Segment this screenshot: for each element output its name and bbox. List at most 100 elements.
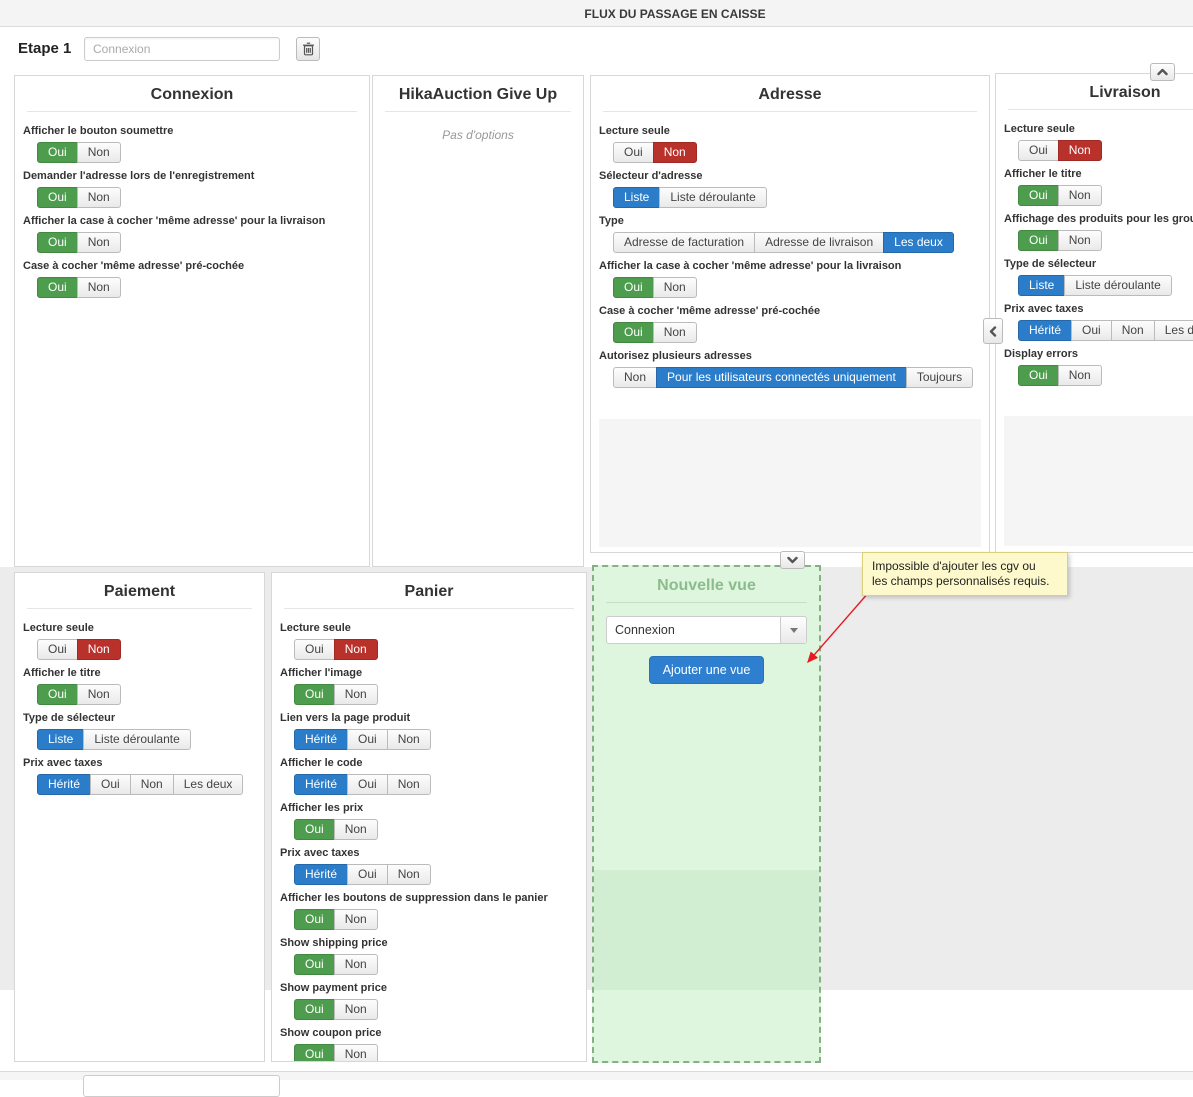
toggle-option-oui[interactable]: Oui [90, 774, 131, 795]
toggle-option-herite[interactable]: Hérité [294, 729, 349, 750]
toggle-option-oui[interactable]: Oui [613, 277, 654, 298]
toggle-option-oui[interactable]: Oui [37, 232, 78, 253]
toggle-option-oui[interactable]: Oui [37, 277, 78, 298]
title-divider [385, 111, 571, 112]
panel-adresse: Adresse Lecture seule Oui Non Sélecteur d'a… [590, 75, 990, 553]
toggle-option-non[interactable]: Non [333, 1044, 378, 1061]
toggle-option-oui[interactable]: Oui [37, 639, 78, 660]
toggle-option-non[interactable]: Non [1057, 230, 1102, 251]
toggle-option-non[interactable]: Non [76, 639, 121, 660]
toggle-option-toujours[interactable]: Toujours [905, 367, 974, 388]
toggle-option-les-deux[interactable]: Les deux [883, 232, 954, 253]
step-name-input[interactable] [84, 37, 280, 61]
option-label: Type de sélecteur [23, 712, 116, 724]
panel-nouvelle-vue[interactable]: Nouvelle vue Connexion Ajouter une vue [592, 565, 821, 1063]
scroll-down-button[interactable] [780, 551, 805, 569]
panel-options: Lecture seule Oui Non Afficher le titre Oui N… [996, 110, 1193, 386]
toggle-option-non[interactable]: Non [333, 909, 378, 930]
toggle-option-non[interactable]: Non [76, 232, 121, 253]
toggle-option-non[interactable]: Non [386, 729, 431, 750]
toggle-option-non[interactable]: Non [652, 277, 697, 298]
toggle-option-non[interactable]: Non [333, 999, 378, 1020]
toggle-option-oui[interactable]: Oui [294, 999, 335, 1020]
toggle-option-oui[interactable]: Oui [37, 684, 78, 705]
toggle-option-oui[interactable]: Oui [1018, 230, 1059, 251]
toggle-option-oui[interactable]: Oui [37, 142, 78, 163]
option-label: Prix avec taxes [1004, 303, 1084, 315]
toggle-option-liste[interactable]: Liste [1018, 275, 1066, 296]
new-view-select[interactable]: Connexion [606, 616, 807, 644]
toggle-option-herite[interactable]: Hérité [1018, 320, 1073, 341]
toggle-option-liste[interactable]: Liste [613, 187, 661, 208]
toggle-option-oui[interactable]: Oui [347, 864, 388, 885]
toggle-option-adresse-de-livraison[interactable]: Adresse de livraison [754, 232, 885, 253]
toggle-group: Oui Non [294, 909, 378, 930]
toggle-option-non[interactable]: Non [1057, 365, 1102, 386]
collapse-left-button[interactable] [983, 318, 1003, 344]
toggle-option-oui[interactable]: Oui [1018, 185, 1059, 206]
toggle-option-non[interactable]: Non [76, 684, 121, 705]
toggle-option-liste-deroulante[interactable]: Liste déroulante [1064, 275, 1172, 296]
next-step-name-input[interactable] [83, 1075, 280, 1097]
scroll-up-button[interactable] [1150, 63, 1175, 81]
toggle-option-herite[interactable]: Hérité [294, 774, 349, 795]
toggle-option-oui[interactable]: Oui [294, 954, 335, 975]
toggle-option-non[interactable]: Non [1057, 140, 1102, 161]
toggle-option-non[interactable]: Non [333, 639, 378, 660]
toggle-group: Oui Non [294, 999, 378, 1020]
add-view-button[interactable]: Ajouter une vue [648, 656, 765, 684]
toggle-option-oui[interactable]: Oui [294, 639, 335, 660]
toggle-option-non[interactable]: Non [333, 684, 378, 705]
toggle-option-oui[interactable]: Oui [294, 819, 335, 840]
toggle-option-oui[interactable]: Oui [294, 684, 335, 705]
toggle-option-non[interactable]: Non [333, 954, 378, 975]
toggle-option-non[interactable]: Non [652, 322, 697, 343]
chevron-up-icon [1157, 68, 1168, 76]
select-caret-button[interactable] [780, 617, 806, 643]
title-divider [27, 111, 357, 112]
toggle-option-oui[interactable]: Oui [37, 187, 78, 208]
toggle-option-herite[interactable]: Hérité [37, 774, 92, 795]
toggle-option-liste[interactable]: Liste [37, 729, 85, 750]
toggle-option-non[interactable]: Non [386, 864, 431, 885]
toggle-option-oui[interactable]: Oui [1018, 140, 1059, 161]
option-label: Show shipping price [280, 937, 388, 949]
toggle-option-liste-deroulante[interactable]: Liste déroulante [659, 187, 767, 208]
toggle-option-oui[interactable]: Oui [1071, 320, 1112, 341]
toggle-group: Liste Liste déroulante [37, 729, 191, 750]
toggle-option-oui[interactable]: Oui [294, 909, 335, 930]
toggle-option-non[interactable]: Non [76, 187, 121, 208]
toggle-option-non[interactable]: Non [652, 142, 697, 163]
toggle-option-non[interactable]: Non [1057, 185, 1102, 206]
toggle-option-herite[interactable]: Hérité [294, 864, 349, 885]
toggle-option-oui[interactable]: Oui [347, 729, 388, 750]
new-view-select-value: Connexion [615, 623, 675, 637]
option-label: Autorisez plusieurs adresses [599, 350, 752, 362]
toggle-option-non[interactable]: Non [76, 142, 121, 163]
toggle-option-oui[interactable]: Oui [613, 142, 654, 163]
toggle-option-adresse-de-facturation[interactable]: Adresse de facturation [613, 232, 756, 253]
toggle-option-oui[interactable]: Oui [347, 774, 388, 795]
panel-options: Lecture seule Oui Non Afficher le titre Oui N… [15, 609, 264, 795]
option-label: Afficher la case à cocher 'même adresse'… [23, 215, 326, 227]
toggle-option-liste-deroulante[interactable]: Liste déroulante [83, 729, 191, 750]
toggle-option-pour-les-utilisateurs-connectes-uniquement[interactable]: Pour les utilisateurs connectés uniqueme… [656, 367, 907, 388]
toggle-option-les-deux[interactable]: Les deux [172, 774, 244, 795]
toggle-option-les-deux[interactable]: Les deux [1153, 320, 1193, 341]
toggle-option-oui[interactable]: Oui [294, 1044, 335, 1061]
panel-title: Adresse [758, 86, 822, 103]
toggle-option-non[interactable]: Non [613, 367, 658, 388]
toggle-option-non[interactable]: Non [129, 774, 174, 795]
option-label: Lecture seule [280, 622, 351, 634]
panel-hikaauction-give-up: HikaAuction Give Up Pas d'options [372, 75, 584, 567]
toggle-option-non[interactable]: Non [386, 774, 431, 795]
toggle-option-oui[interactable]: Oui [1018, 365, 1059, 386]
toggle-option-non[interactable]: Non [1110, 320, 1155, 341]
delete-step-button[interactable] [296, 37, 320, 61]
toggle-option-non[interactable]: Non [333, 819, 378, 840]
toggle-option-oui[interactable]: Oui [613, 322, 654, 343]
toggle-option-non[interactable]: Non [76, 277, 121, 298]
